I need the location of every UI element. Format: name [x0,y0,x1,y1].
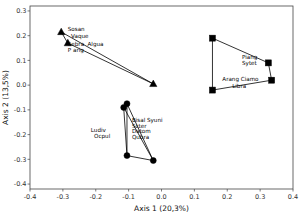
annotations: SosanVaqueSebraAlguaP arigPiangSytetAran… [68,26,259,140]
y-tick [28,109,31,110]
axes: -0.4 -0.3 -0.2 -0.1 0.0 0.1 0.2 0.3 0.4 -0.4 -0.3 -… [14,7,298,200]
x-tick-label: -0.2 [89,193,102,201]
y-tick-label: 0.3 [16,7,26,15]
square-point [209,35,215,41]
x-tick-label: 0.3 [255,193,265,201]
triangle-point [150,80,157,86]
connecting-line [212,38,213,90]
connecting-line [127,156,153,161]
y-tick [28,159,31,160]
point-label: Vaque [71,33,89,40]
x-tick-label: 0.2 [222,193,232,201]
y-tick-label: 0.1 [16,57,26,65]
square-point [209,87,215,93]
y-tick-label: -0.2 [14,131,27,139]
x-tick [227,189,228,192]
point-label: Ocpul [94,133,111,140]
y-tick [28,184,31,185]
x-tick-label: -0.3 [57,193,70,201]
y-tick-label: 0.0 [16,81,26,89]
connecting-line [124,107,127,155]
y-tick [28,35,31,36]
x-tick [95,189,96,192]
connecting-line [127,104,153,161]
connecting-line [68,43,153,84]
y-tick-label: -0.4 [14,180,27,188]
x-tick-label: 0.1 [189,193,199,201]
y-tick-label: -0.3 [14,156,27,164]
y-tick [28,134,31,135]
point-label: Sosan [68,26,85,32]
y-tick [28,60,31,61]
connecting-line [124,107,154,160]
point-label: P arig [68,47,84,54]
y-axis-label: Axis 2 (13,5%) [1,70,10,125]
y-tick-label: 0.2 [16,32,26,40]
x-tick [128,189,129,192]
x-tick-label: -0.1 [122,193,135,201]
marks [58,28,275,163]
point-label: Libra [232,83,246,89]
connecting-line [212,38,268,63]
circle-point [124,153,130,159]
connecting-line [61,32,153,84]
x-tick-label: 0.0 [156,193,166,201]
x-tick-label: -0.4 [24,193,37,201]
y-tick-label: -0.1 [14,106,27,114]
chart: -0.4 -0.3 -0.2 -0.1 0.0 0.1 0.2 0.3 0.4 -0.4 -0.3 -… [0,0,300,214]
x-tick [161,189,162,192]
x-tick [30,189,31,192]
point-label: Sebra [68,41,84,47]
x-axis-label: Axis 1 (20,3%) [134,204,189,213]
point-label: Sytet [242,60,257,67]
point-label: Qubra [132,134,149,140]
x-tick [194,189,195,192]
x-tick-label: 0.4 [288,193,298,201]
x-tick [62,189,63,192]
y-tick [28,85,31,86]
plot-frame [30,6,293,189]
x-tick [260,189,261,192]
x-tick [293,189,294,192]
y-tick [28,10,31,11]
square-point [265,60,271,66]
circle-point [121,104,127,110]
circle-point [150,158,156,164]
point-label: Algua [88,41,104,48]
triangle-point [58,28,65,34]
square-point [269,77,275,83]
connecting-line [126,104,127,156]
